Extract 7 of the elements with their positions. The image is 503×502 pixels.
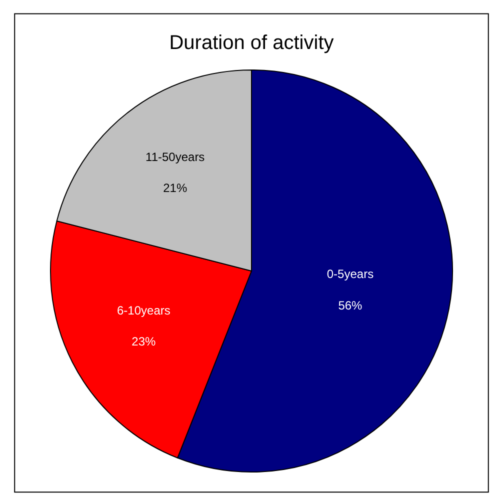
- data-label: 21%: [163, 181, 188, 196]
- chart-title: Duration of activity: [169, 32, 334, 54]
- slice-label: 0-5years: [326, 267, 374, 282]
- slice-label: 6-10years: [117, 303, 170, 318]
- slice-label: 11-50years: [146, 150, 205, 164]
- data-label: 23%: [132, 334, 156, 349]
- data-label: 56%: [338, 298, 363, 312]
